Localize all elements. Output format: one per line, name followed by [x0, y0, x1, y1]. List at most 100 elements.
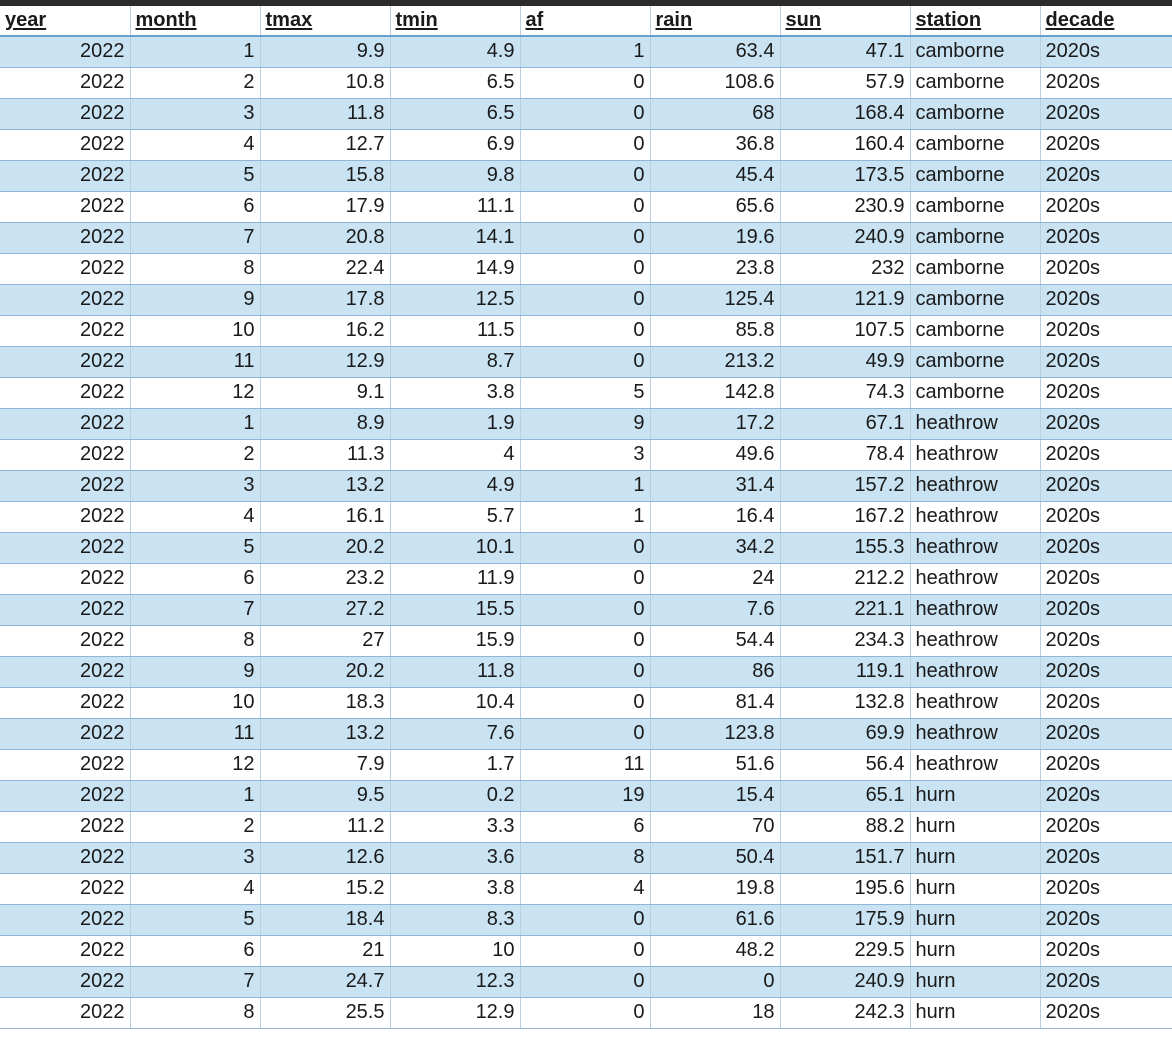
cell-af[interactable]: 8 [520, 842, 651, 874]
cell-sun[interactable]: 155.3 [780, 532, 911, 564]
cell-year[interactable]: 2022 [0, 563, 131, 595]
cell-station[interactable]: hurn [910, 842, 1041, 874]
cell-af[interactable]: 0 [520, 997, 651, 1029]
cell-tmin[interactable]: 11.9 [390, 563, 521, 595]
cell-tmax[interactable]: 12.9 [260, 346, 391, 378]
cell-tmax[interactable]: 8.9 [260, 408, 391, 440]
cell-sun[interactable]: 240.9 [780, 966, 911, 998]
cell-tmax[interactable]: 16.1 [260, 501, 391, 533]
cell-rain[interactable]: 50.4 [650, 842, 781, 874]
cell-rain[interactable]: 49.6 [650, 439, 781, 471]
cell-year[interactable]: 2022 [0, 253, 131, 285]
cell-sun[interactable]: 67.1 [780, 408, 911, 440]
cell-rain[interactable]: 15.4 [650, 780, 781, 812]
cell-af[interactable]: 0 [520, 966, 651, 998]
cell-tmin[interactable]: 1.9 [390, 408, 521, 440]
cell-af[interactable]: 3 [520, 439, 651, 471]
cell-month[interactable]: 11 [130, 718, 261, 750]
cell-tmax[interactable]: 25.5 [260, 997, 391, 1029]
cell-sun[interactable]: 175.9 [780, 904, 911, 936]
cell-tmax[interactable]: 24.7 [260, 966, 391, 998]
cell-year[interactable]: 2022 [0, 780, 131, 812]
cell-tmin[interactable]: 10 [390, 935, 521, 967]
cell-month[interactable]: 3 [130, 842, 261, 874]
cell-af[interactable]: 0 [520, 160, 651, 192]
cell-decade[interactable]: 2020s [1040, 501, 1172, 533]
cell-tmax[interactable]: 9.1 [260, 377, 391, 409]
cell-tmax[interactable]: 13.2 [260, 718, 391, 750]
cell-tmin[interactable]: 11.1 [390, 191, 521, 223]
cell-tmin[interactable]: 10.1 [390, 532, 521, 564]
cell-sun[interactable]: 69.9 [780, 718, 911, 750]
cell-decade[interactable]: 2020s [1040, 873, 1172, 905]
cell-decade[interactable]: 2020s [1040, 284, 1172, 316]
cell-month[interactable]: 9 [130, 656, 261, 688]
cell-tmin[interactable]: 12.9 [390, 997, 521, 1029]
cell-af[interactable]: 19 [520, 780, 651, 812]
cell-af[interactable]: 0 [520, 594, 651, 626]
cell-tmax[interactable]: 18.3 [260, 687, 391, 719]
cell-rain[interactable]: 85.8 [650, 315, 781, 347]
cell-af[interactable]: 0 [520, 904, 651, 936]
cell-month[interactable]: 8 [130, 253, 261, 285]
cell-station[interactable]: camborne [910, 377, 1041, 409]
cell-decade[interactable]: 2020s [1040, 966, 1172, 998]
cell-month[interactable]: 8 [130, 997, 261, 1029]
cell-rain[interactable]: 16.4 [650, 501, 781, 533]
column-header-sun[interactable]: sun [780, 6, 911, 37]
cell-decade[interactable]: 2020s [1040, 904, 1172, 936]
cell-decade[interactable]: 2020s [1040, 594, 1172, 626]
cell-af[interactable]: 1 [520, 470, 651, 502]
cell-station[interactable]: camborne [910, 346, 1041, 378]
cell-decade[interactable]: 2020s [1040, 625, 1172, 657]
cell-tmax[interactable]: 12.6 [260, 842, 391, 874]
cell-tmin[interactable]: 1.7 [390, 749, 521, 781]
cell-year[interactable]: 2022 [0, 346, 131, 378]
cell-station[interactable]: hurn [910, 904, 1041, 936]
cell-decade[interactable]: 2020s [1040, 377, 1172, 409]
cell-sun[interactable]: 132.8 [780, 687, 911, 719]
cell-rain[interactable]: 19.6 [650, 222, 781, 254]
cell-tmax[interactable]: 23.2 [260, 563, 391, 595]
cell-year[interactable]: 2022 [0, 842, 131, 874]
cell-af[interactable]: 9 [520, 408, 651, 440]
cell-sun[interactable]: 240.9 [780, 222, 911, 254]
cell-decade[interactable]: 2020s [1040, 67, 1172, 99]
cell-decade[interactable]: 2020s [1040, 346, 1172, 378]
cell-tmin[interactable]: 8.3 [390, 904, 521, 936]
cell-year[interactable]: 2022 [0, 315, 131, 347]
cell-tmax[interactable]: 15.8 [260, 160, 391, 192]
cell-af[interactable]: 0 [520, 563, 651, 595]
cell-sun[interactable]: 173.5 [780, 160, 911, 192]
cell-sun[interactable]: 65.1 [780, 780, 911, 812]
cell-station[interactable]: heathrow [910, 749, 1041, 781]
cell-tmin[interactable]: 11.8 [390, 656, 521, 688]
cell-month[interactable]: 1 [130, 780, 261, 812]
cell-rain[interactable]: 48.2 [650, 935, 781, 967]
cell-tmax[interactable]: 12.7 [260, 129, 391, 161]
cell-tmin[interactable]: 0.2 [390, 780, 521, 812]
cell-tmin[interactable]: 3.6 [390, 842, 521, 874]
cell-sun[interactable]: 195.6 [780, 873, 911, 905]
cell-tmax[interactable]: 13.2 [260, 470, 391, 502]
cell-station[interactable]: hurn [910, 811, 1041, 843]
cell-rain[interactable]: 123.8 [650, 718, 781, 750]
cell-sun[interactable]: 160.4 [780, 129, 911, 161]
cell-decade[interactable]: 2020s [1040, 780, 1172, 812]
cell-year[interactable]: 2022 [0, 377, 131, 409]
cell-af[interactable]: 0 [520, 253, 651, 285]
cell-af[interactable]: 6 [520, 811, 651, 843]
cell-year[interactable]: 2022 [0, 67, 131, 99]
cell-tmin[interactable]: 4.9 [390, 36, 521, 68]
cell-month[interactable]: 4 [130, 129, 261, 161]
cell-tmin[interactable]: 4 [390, 439, 521, 471]
column-header-rain[interactable]: rain [650, 6, 781, 37]
cell-rain[interactable]: 70 [650, 811, 781, 843]
cell-af[interactable]: 4 [520, 873, 651, 905]
cell-station[interactable]: camborne [910, 36, 1041, 68]
cell-sun[interactable]: 57.9 [780, 67, 911, 99]
cell-af[interactable]: 0 [520, 935, 651, 967]
cell-station[interactable]: camborne [910, 315, 1041, 347]
cell-sun[interactable]: 78.4 [780, 439, 911, 471]
cell-tmin[interactable]: 15.5 [390, 594, 521, 626]
